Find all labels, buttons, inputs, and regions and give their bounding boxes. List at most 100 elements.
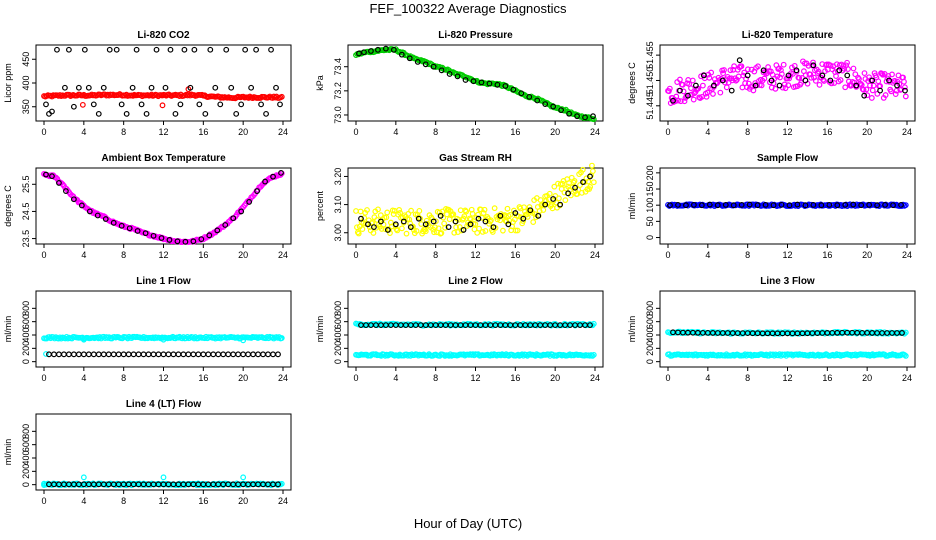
data-point [827, 77, 834, 84]
data-point [802, 202, 809, 209]
data-point [85, 84, 92, 91]
x-tick-label: 4 [81, 496, 86, 506]
data-point [826, 201, 833, 208]
x-tick-label: 24 [278, 373, 288, 383]
data-point [217, 101, 224, 108]
data-point [187, 84, 194, 91]
data-point [888, 88, 895, 95]
plot-area [353, 45, 597, 123]
data-point [142, 230, 149, 237]
data-point [49, 108, 55, 115]
data-point [277, 101, 283, 108]
data-point [371, 214, 378, 221]
x-tick-label: 4 [705, 250, 710, 260]
data-point [518, 90, 525, 97]
data-point [356, 50, 362, 57]
data-point [463, 208, 470, 215]
data-point [375, 206, 381, 213]
data-point [505, 221, 512, 228]
x-tick-label: 16 [822, 250, 832, 260]
data-point [275, 351, 281, 358]
data-point [43, 171, 49, 178]
data-point [538, 202, 545, 209]
data-point [359, 226, 366, 232]
y-axis-label: ml/min [3, 316, 13, 343]
data-point [134, 228, 141, 234]
data-point [275, 481, 281, 488]
data-point [891, 77, 898, 84]
data-point [382, 45, 389, 52]
data-point [364, 207, 370, 213]
data-point [206, 232, 213, 239]
data-point [446, 71, 453, 77]
data-point [877, 87, 884, 94]
data-point [129, 84, 136, 91]
x-tick-label: 20 [862, 250, 872, 260]
y-tick-label: 200 [333, 341, 343, 356]
data-point [683, 202, 689, 209]
y-tick-label: 800 [21, 301, 31, 316]
data-point [754, 202, 761, 209]
data-point [776, 82, 783, 89]
chart-panel: Line 1 Flow 0 4 8 12 16 20 24 0 200 400 600 800 ml/mi… [0, 271, 305, 392]
data-point [258, 101, 264, 108]
data-point [396, 207, 403, 213]
y-axis-label: degrees C [627, 62, 637, 104]
x-tick-label: 4 [393, 373, 398, 383]
data-point [160, 351, 167, 358]
data-point [704, 89, 711, 96]
data-point [556, 195, 562, 202]
data-point [450, 211, 457, 218]
x-tick-label: 8 [433, 373, 438, 383]
chart-title: Sample Flow [757, 153, 818, 164]
chart-title: Line 2 Flow [448, 276, 503, 287]
y-tick-label: 200 [645, 341, 655, 356]
x-tick-label: 16 [198, 127, 208, 137]
y-tick-label: 400 [21, 75, 31, 90]
data-point [796, 75, 803, 81]
data-point [535, 212, 542, 219]
chart-panel: Sample Flow 0 4 8 12 16 20 24 0 50 100 150 200 ml/min [624, 148, 929, 269]
data-point [780, 61, 787, 68]
data-point [899, 330, 905, 336]
x-tick-label: 20 [550, 250, 560, 260]
data-point [482, 228, 489, 234]
data-point [371, 224, 377, 231]
data-point [170, 351, 177, 358]
x-tick-label: 8 [745, 373, 750, 383]
data-point [432, 218, 439, 225]
y-tick-label: 73.4 [333, 58, 343, 76]
y-axis-label: ml/min [3, 439, 13, 466]
data-point [861, 92, 868, 99]
data-point [545, 351, 552, 358]
data-point [890, 202, 896, 209]
data-point [81, 46, 88, 53]
data-point [768, 77, 775, 84]
data-point [273, 84, 279, 91]
data-point [760, 67, 767, 74]
data-point [159, 102, 166, 109]
data-point [692, 82, 699, 89]
data-point [382, 226, 389, 233]
data-point [180, 351, 187, 358]
data-point [438, 67, 445, 74]
data-point [238, 101, 245, 108]
data-point [102, 216, 109, 222]
data-point [278, 169, 284, 176]
data-point [65, 351, 72, 358]
data-point [130, 351, 137, 358]
data-point [248, 84, 255, 91]
data-point [230, 215, 237, 222]
data-point [488, 217, 494, 224]
data-point [526, 93, 533, 100]
data-point [56, 351, 62, 358]
x-tick-label: 4 [393, 127, 398, 137]
chart-title: Ambient Box Temperature [101, 153, 226, 164]
data-point [842, 84, 849, 91]
data-point [200, 351, 207, 358]
y-axis-label: percent [315, 190, 325, 221]
x-tick-label: 16 [822, 127, 832, 137]
data-point [442, 224, 448, 231]
data-point [62, 84, 68, 91]
data-point [708, 69, 715, 76]
